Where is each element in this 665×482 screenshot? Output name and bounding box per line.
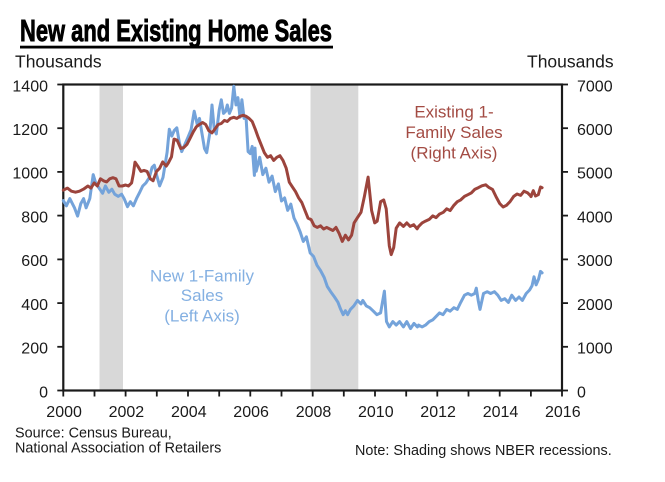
svg-text:1200: 1200: [12, 122, 48, 139]
svg-text:Thousands: Thousands: [15, 52, 102, 72]
svg-text:2006: 2006: [233, 404, 269, 421]
svg-text:3000: 3000: [577, 253, 613, 270]
svg-text:5000: 5000: [577, 166, 613, 183]
svg-text:2002: 2002: [109, 404, 145, 421]
svg-text:2000: 2000: [46, 404, 82, 421]
svg-text:Source: Census Bureau,: Source: Census Bureau,: [15, 426, 172, 442]
svg-text:New and Existing Home Sales: New and Existing Home Sales: [20, 13, 332, 48]
svg-text:200: 200: [21, 341, 48, 358]
svg-text:2010: 2010: [358, 404, 394, 421]
svg-text:7000: 7000: [577, 78, 613, 95]
svg-text:Sales: Sales: [181, 286, 224, 305]
svg-text:600: 600: [21, 253, 48, 270]
svg-text:New 1-Family: New 1-Family: [150, 267, 254, 286]
svg-text:(Left Axis): (Left Axis): [164, 307, 240, 326]
svg-text:0: 0: [577, 384, 586, 401]
svg-text:0: 0: [39, 384, 48, 401]
svg-text:1400: 1400: [12, 78, 48, 95]
svg-text:2016: 2016: [545, 404, 581, 421]
svg-text:2014: 2014: [483, 404, 519, 421]
svg-text:4000: 4000: [577, 209, 613, 226]
svg-text:Thousands: Thousands: [527, 52, 614, 72]
svg-text:Existing 1-: Existing 1-: [414, 103, 493, 122]
svg-text:6000: 6000: [577, 122, 613, 139]
svg-text:(Right Axis): (Right Axis): [411, 144, 498, 163]
svg-text:2004: 2004: [171, 404, 207, 421]
svg-text:800: 800: [21, 209, 48, 226]
svg-text:1000: 1000: [577, 341, 613, 358]
svg-text:2012: 2012: [420, 404, 456, 421]
svg-text:Note: Shading shows NBER reces: Note: Shading shows NBER recessions.: [355, 443, 612, 459]
svg-text:2000: 2000: [577, 297, 613, 314]
svg-text:National Association of Retail: National Association of Retailers: [15, 441, 221, 457]
svg-text:2008: 2008: [296, 404, 332, 421]
svg-text:Family Sales: Family Sales: [405, 123, 502, 142]
svg-text:1000: 1000: [12, 166, 48, 183]
svg-text:400: 400: [21, 297, 48, 314]
